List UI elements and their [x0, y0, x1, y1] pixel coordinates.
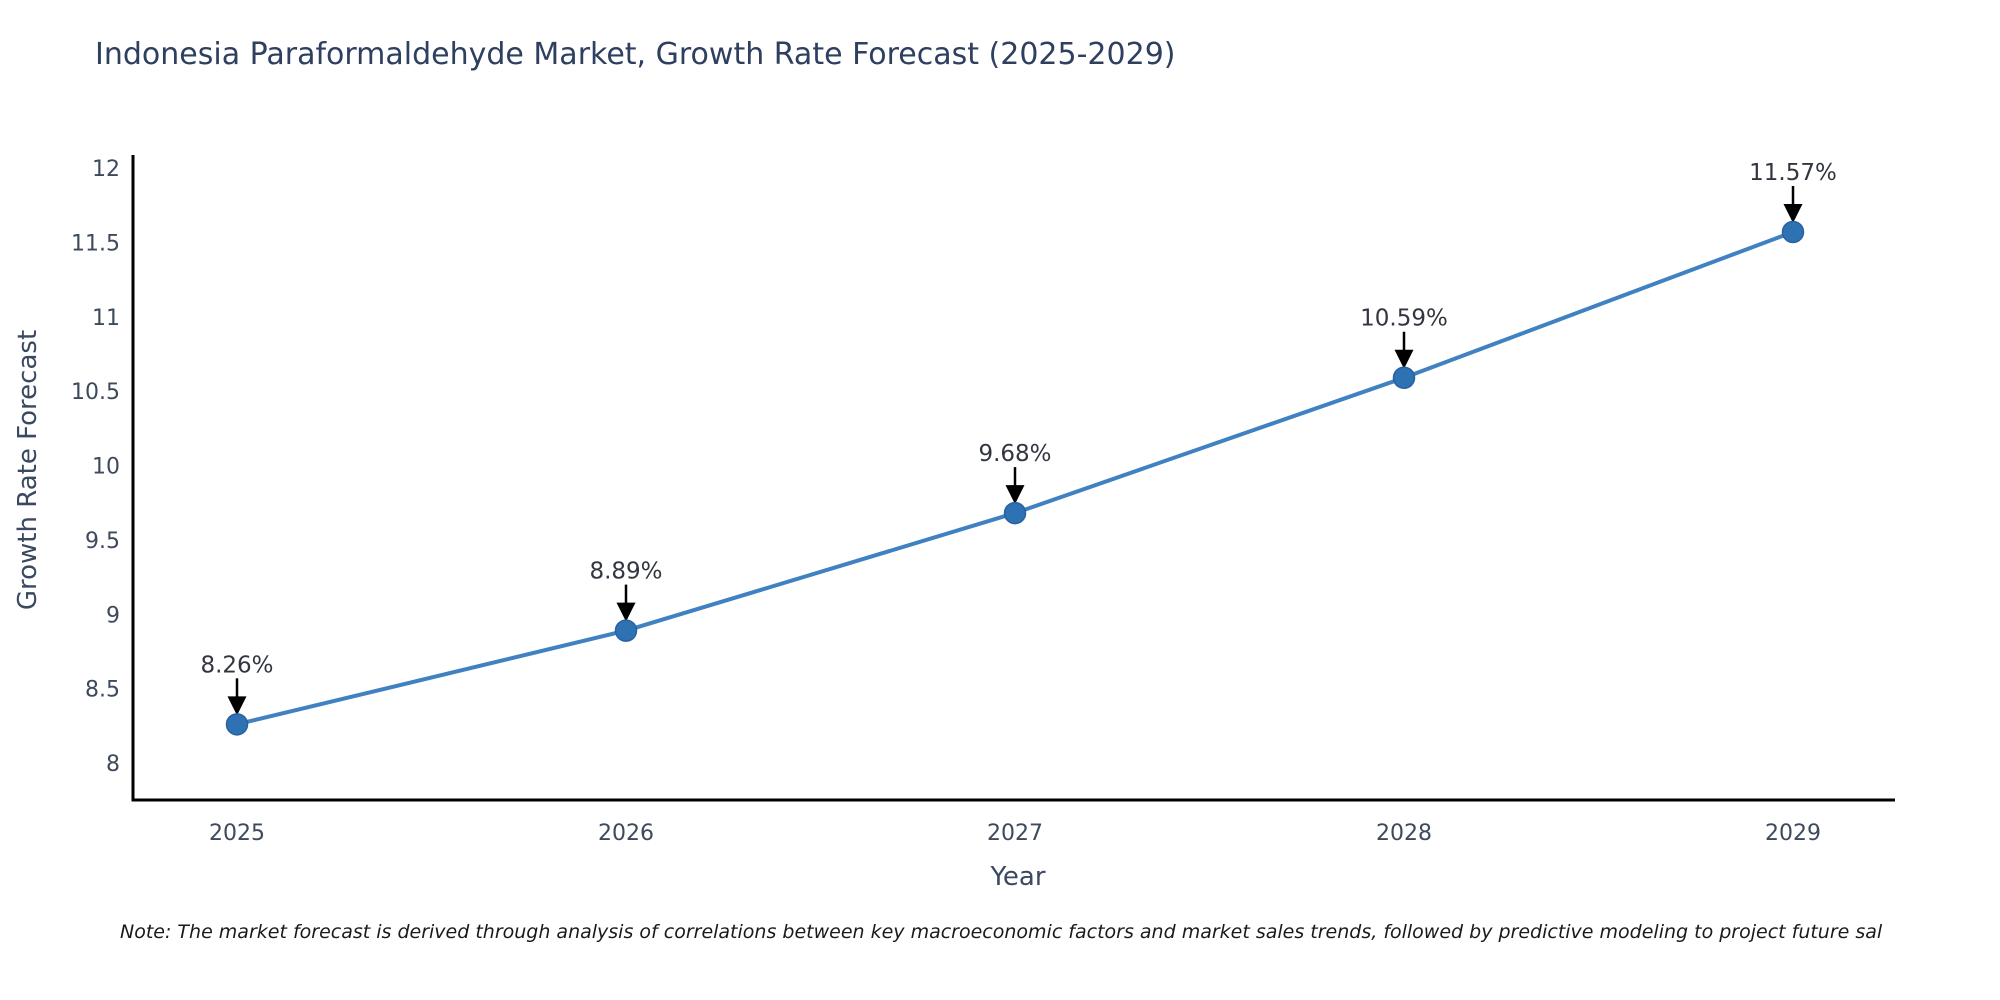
- data-point-2027: [1003, 501, 1027, 525]
- y-tick-label: 11: [92, 306, 120, 331]
- x-tick-label: 2028: [1376, 821, 1432, 846]
- point-value-label: 10.59%: [1360, 306, 1448, 332]
- point-value-label: 9.68%: [978, 441, 1051, 467]
- footnote: Note: The market forecast is derived thr…: [120, 921, 1883, 943]
- annotation-arrowhead: [616, 602, 636, 622]
- y-tick-label: 10.5: [71, 380, 120, 405]
- y-tick-label: 8.5: [85, 678, 120, 703]
- data-point-2025: [225, 713, 249, 736]
- data-point-2026: [614, 619, 638, 642]
- y-tick-label: 9.5: [85, 529, 120, 554]
- x-tick-label: 2026: [598, 821, 654, 846]
- point-value-label: 8.26%: [200, 652, 273, 678]
- x-axis-title: Year: [990, 862, 1046, 892]
- y-tick-label: 10: [92, 455, 120, 480]
- point-value-label: 8.89%: [589, 559, 662, 585]
- y-tick-label: 12: [92, 157, 120, 182]
- annotation-arrowhead: [1394, 349, 1414, 369]
- annotation-arrowhead: [1005, 485, 1025, 505]
- annotation-arrowhead: [227, 696, 247, 716]
- x-tick-label: 2025: [209, 821, 265, 846]
- point-value-label: 11.57%: [1749, 160, 1837, 186]
- y-tick-label: 11.5: [71, 231, 120, 256]
- chart-title: Indonesia Paraformaldehyde Market, Growt…: [95, 37, 1176, 72]
- data-point-2029: [1781, 220, 1805, 244]
- y-tick-label: 9: [106, 603, 120, 628]
- y-tick-label: 8: [106, 752, 120, 777]
- x-tick-label: 2029: [1765, 821, 1821, 846]
- data-point-2028: [1392, 366, 1416, 389]
- annotation-arrowhead: [1783, 203, 1803, 223]
- x-tick-label: 2027: [987, 821, 1043, 846]
